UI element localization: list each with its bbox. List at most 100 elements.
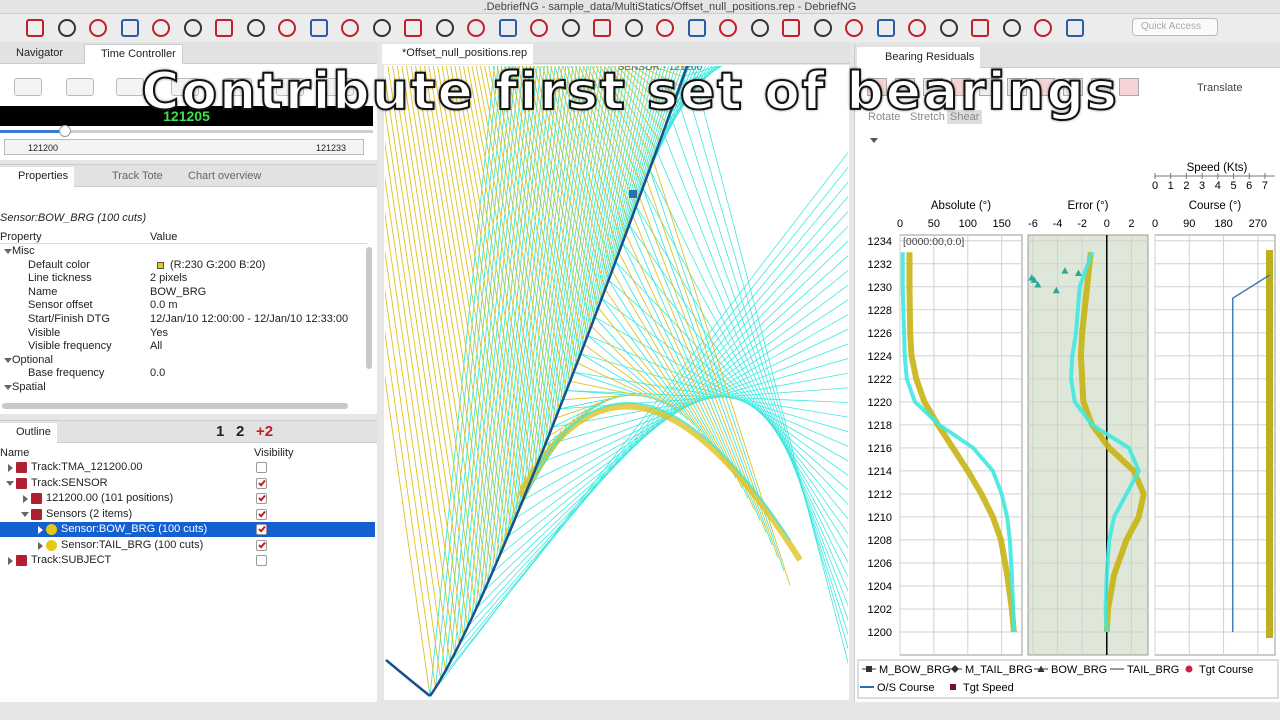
tab[interactable]: Chart overview [188, 170, 262, 182]
tool-label[interactable]: Rotate [868, 111, 901, 123]
toolbar-button[interactable] [593, 19, 611, 37]
toolbar-button[interactable] [939, 19, 958, 37]
toolbar-button[interactable] [372, 19, 391, 37]
tree-toggle[interactable] [6, 480, 14, 486]
quick-access[interactable]: Quick Access [1132, 18, 1218, 36]
toolbar-button[interactable] [687, 19, 706, 37]
tool-button[interactable] [1119, 78, 1139, 96]
toolbar-button[interactable] [719, 19, 737, 37]
tool-button[interactable] [867, 78, 887, 96]
toolbar-button[interactable] [782, 19, 800, 37]
outline-tool[interactable]: 2 [236, 423, 245, 440]
tool-button[interactable] [895, 78, 915, 96]
playback-button[interactable] [66, 78, 94, 96]
visibility-checkbox[interactable] [256, 493, 267, 504]
toolbar-button[interactable] [1065, 19, 1084, 37]
toolbar-button[interactable] [530, 19, 548, 37]
toolbar-button[interactable] [215, 19, 233, 37]
tool-label[interactable]: Stretch [910, 111, 945, 123]
outline-tool[interactable]: +2 [256, 423, 274, 440]
toolbar-button[interactable] [278, 19, 296, 37]
menu-arrow[interactable] [870, 138, 878, 143]
tab[interactable]: *Offset_null_positions.rep [382, 44, 534, 64]
tree-label[interactable]: Sensors (2 items) [46, 507, 133, 520]
toolbar-button[interactable] [498, 19, 517, 37]
toolbar-button[interactable] [1002, 19, 1021, 37]
toolbar-button[interactable] [750, 19, 769, 37]
visibility-checkbox[interactable] [256, 462, 267, 473]
toolbar-button[interactable] [624, 19, 643, 37]
playback-button[interactable] [224, 78, 252, 96]
tab[interactable]: Track Tote [112, 170, 163, 182]
playback-button[interactable] [171, 78, 199, 96]
tree-label[interactable]: Track:SUBJECT [31, 554, 112, 566]
tool-button[interactable] [1063, 78, 1083, 96]
toolbar-button[interactable] [813, 19, 832, 37]
group-toggle[interactable] [4, 385, 12, 390]
toolbar-button[interactable] [435, 19, 454, 37]
property-value: Yes [150, 326, 168, 339]
tree-toggle[interactable] [8, 557, 13, 565]
group-toggle[interactable] [4, 357, 12, 363]
tool-label[interactable]: Shear [947, 110, 983, 124]
property-value: (R:230 G:200 B:20) [170, 258, 266, 271]
tool-button[interactable] [1035, 78, 1055, 96]
visibility-checkbox[interactable] [256, 508, 267, 520]
tree-toggle[interactable] [38, 541, 43, 550]
tree-label[interactable]: Track:SENSOR [31, 476, 108, 489]
group-toggle[interactable] [4, 249, 12, 254]
toolbar-button[interactable] [183, 19, 202, 37]
tool-label[interactable]: Translate [1197, 82, 1243, 94]
properties-header [0, 230, 368, 244]
toolbar-button[interactable] [246, 19, 265, 37]
tab[interactable]: Properties [0, 167, 75, 187]
toolbar-button[interactable] [341, 19, 359, 37]
toolbar-button[interactable] [404, 19, 422, 37]
slider-thumb[interactable] [59, 125, 71, 137]
playback-button[interactable] [14, 78, 42, 96]
property-name: Default color [28, 258, 90, 271]
bearing-residuals-panel: Bearing Residuals Translate Rotate Stretch S… [854, 44, 1280, 702]
toolbar-button[interactable] [971, 19, 989, 37]
visibility-checkbox[interactable] [256, 539, 267, 551]
toolbar-button[interactable] [908, 19, 926, 37]
playback-button[interactable] [326, 78, 354, 96]
tool-button[interactable] [923, 78, 943, 96]
toolbar-button[interactable] [561, 19, 580, 37]
tree-label[interactable]: Sensor:BOW_BRG (100 cuts) [61, 523, 208, 535]
tree-label[interactable]: 121200.00 (101 positions) [46, 492, 174, 504]
toolbar-button[interactable] [57, 19, 76, 37]
toolbar-button[interactable] [120, 19, 139, 37]
toolbar-button[interactable] [876, 19, 895, 37]
playback-button[interactable] [276, 78, 304, 96]
tree-label[interactable]: Track:TMA_121200.00 [31, 461, 143, 473]
tree-toggle[interactable] [8, 464, 13, 472]
tree-label[interactable]: Sensor:TAIL_BRG (100 cuts) [61, 538, 204, 551]
tool-button[interactable] [1091, 78, 1111, 96]
tree-toggle[interactable] [38, 526, 43, 534]
visibility-checkbox[interactable] [256, 477, 267, 489]
tab[interactable]: Outline [0, 423, 57, 443]
selection [0, 522, 375, 537]
tree-toggle[interactable] [23, 495, 28, 503]
visibility-checkbox[interactable] [256, 555, 267, 566]
toolbar-button[interactable] [89, 19, 107, 37]
tree-toggle[interactable] [21, 511, 29, 517]
toolbar-button[interactable] [309, 19, 328, 37]
toolbar-button[interactable] [152, 19, 170, 37]
tab[interactable]: Navigator [16, 47, 64, 59]
playback-button[interactable] [116, 78, 144, 96]
toolbar-button[interactable] [467, 19, 485, 37]
tab[interactable]: Time Controller [84, 44, 183, 64]
visibility-checkbox[interactable] [256, 524, 267, 535]
toolbar-button[interactable] [26, 19, 44, 37]
toolbar-button[interactable] [1034, 19, 1052, 37]
property-name: Start/Finish DTG [28, 313, 110, 325]
tool-button[interactable] [979, 78, 999, 96]
toolbar-button[interactable] [845, 19, 863, 37]
tool-button[interactable] [1007, 78, 1027, 96]
tab[interactable]: Bearing Residuals [857, 47, 981, 68]
tool-button[interactable] [951, 78, 971, 96]
outline-tool[interactable]: 1 [216, 423, 225, 440]
toolbar-button[interactable] [656, 19, 674, 37]
